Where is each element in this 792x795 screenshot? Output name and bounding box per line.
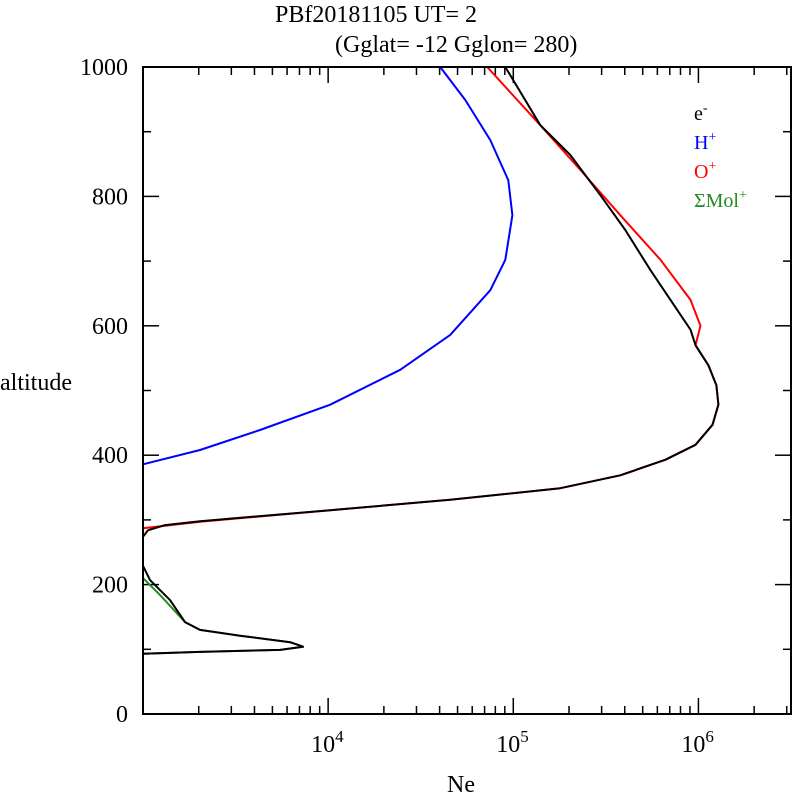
legend-entry: O+	[694, 159, 716, 183]
chart-title: PBf20181105 UT= 2	[275, 2, 477, 28]
x-tick-label: 106	[681, 727, 714, 758]
y-tick-label: 600	[92, 314, 128, 340]
y-tick-label: 800	[92, 184, 128, 210]
legend-entry: H+	[694, 130, 716, 154]
y-tick-label: 0	[116, 702, 128, 728]
legend-entry: e-	[694, 101, 708, 125]
x-axis-label: Ne	[447, 772, 475, 795]
y-tick-label: 1000	[80, 55, 128, 81]
series-line-e	[142, 565, 305, 655]
series-line-h	[142, 66, 514, 466]
y-tick-label: 400	[92, 443, 128, 469]
x-tick-label: 104	[311, 727, 344, 758]
legend-entry: ΣMol+	[694, 188, 747, 212]
x-tick-label: 105	[496, 727, 529, 758]
y-tick-label: 200	[92, 573, 128, 599]
series-line-mol	[142, 577, 305, 655]
series-line-e	[142, 66, 720, 538]
plot-frame	[142, 66, 792, 715]
chart-subtitle: (Gglat= -12 Gglon= 280)	[335, 32, 577, 58]
y-axis-label: altitude	[0, 370, 72, 396]
series-line-o	[142, 66, 720, 530]
